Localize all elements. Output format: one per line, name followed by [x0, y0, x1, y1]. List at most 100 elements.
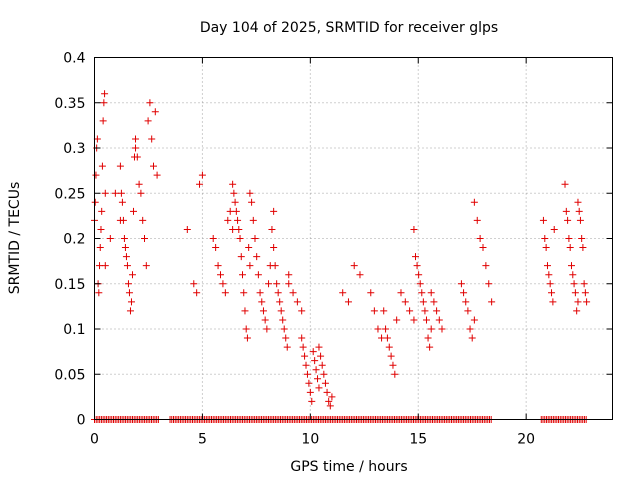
- data-point: [457, 280, 465, 288]
- data-point: [121, 244, 129, 252]
- data-point: [323, 388, 331, 396]
- data-point: [98, 162, 106, 170]
- data-point: [273, 280, 281, 288]
- data-point: [473, 216, 481, 224]
- data-point: [305, 379, 313, 387]
- data-point: [583, 298, 591, 306]
- y-tick-label: 0: [77, 413, 86, 429]
- data-point: [460, 289, 468, 297]
- data-point: [100, 99, 108, 107]
- data-point: [576, 216, 584, 224]
- data-point: [378, 334, 386, 342]
- data-point: [106, 235, 114, 242]
- data-point: [326, 402, 334, 410]
- data-point: [564, 216, 572, 224]
- data-point: [101, 189, 109, 197]
- data-point: [427, 325, 435, 333]
- data-point: [566, 244, 574, 252]
- data-point: [98, 207, 106, 215]
- data-point: [226, 207, 234, 215]
- data-point: [320, 370, 328, 378]
- data-point: [235, 225, 243, 233]
- data-point: [133, 153, 141, 161]
- data-point: [219, 280, 227, 288]
- data-point: [216, 271, 224, 279]
- data-point: [214, 262, 222, 270]
- data-point: [221, 289, 229, 297]
- data-point: [382, 325, 390, 333]
- data-point: [470, 198, 478, 206]
- data-point: [132, 135, 140, 143]
- data-point: [237, 253, 245, 261]
- data-point: [135, 180, 143, 188]
- data-point: [261, 316, 269, 324]
- data-point: [550, 225, 558, 233]
- data-point: [311, 357, 319, 365]
- data-point: [153, 171, 161, 179]
- y-tick-label: 0.15: [54, 277, 85, 293]
- data-point: [101, 90, 109, 98]
- data-point: [229, 180, 237, 188]
- data-point: [573, 307, 581, 315]
- data-point: [139, 216, 147, 224]
- data-point: [479, 244, 487, 252]
- y-tick-label: 0.25: [54, 186, 85, 202]
- data-point: [289, 289, 297, 297]
- data-point: [401, 298, 409, 306]
- data-point: [413, 262, 421, 270]
- data-point: [328, 393, 336, 401]
- data-point: [416, 280, 424, 288]
- data-point: [565, 235, 573, 242]
- data-point: [209, 235, 217, 242]
- x-tick-label: 10: [301, 432, 319, 448]
- data-point: [426, 343, 434, 351]
- data-point: [561, 180, 569, 188]
- data-point: [149, 162, 157, 170]
- data-point: [270, 244, 278, 252]
- data-point: [303, 370, 311, 378]
- data-point: [196, 180, 204, 188]
- data-point: [120, 235, 128, 242]
- data-point: [412, 253, 420, 261]
- data-point: [99, 117, 107, 125]
- data-point: [315, 384, 323, 392]
- data-point: [380, 307, 388, 315]
- data-point: [95, 289, 103, 297]
- data-point: [141, 235, 149, 242]
- data-point: [234, 216, 242, 224]
- data-point: [246, 262, 254, 270]
- data-point: [418, 289, 426, 297]
- data-point: [581, 289, 589, 297]
- data-point: [308, 397, 316, 405]
- data-point: [545, 271, 553, 279]
- data-point: [101, 262, 109, 270]
- data-point: [271, 262, 279, 270]
- data-point: [309, 348, 317, 356]
- data-point: [229, 225, 237, 233]
- data-point: [111, 189, 119, 197]
- data-point: [146, 99, 154, 107]
- data-point: [539, 216, 547, 224]
- y-axis-label: SRMTID / TECUs: [7, 182, 23, 295]
- data-point: [279, 316, 287, 324]
- data-point: [270, 207, 278, 215]
- data-point: [424, 334, 432, 342]
- x-tick-label: 5: [198, 432, 207, 448]
- data-point: [116, 162, 124, 170]
- data-point: [433, 307, 441, 315]
- data-point: [193, 289, 201, 297]
- data-point: [198, 171, 206, 179]
- x-tick-label: 20: [517, 432, 535, 448]
- data-point: [422, 316, 430, 324]
- data-point: [438, 325, 446, 333]
- data-point: [299, 343, 307, 351]
- grid: [94, 57, 613, 420]
- data-point: [249, 216, 257, 224]
- data-point: [543, 262, 551, 270]
- data-point: [265, 280, 273, 288]
- data-point: [224, 216, 232, 224]
- data-point: [570, 280, 578, 288]
- data-point: [574, 298, 582, 306]
- data-point: [251, 235, 259, 242]
